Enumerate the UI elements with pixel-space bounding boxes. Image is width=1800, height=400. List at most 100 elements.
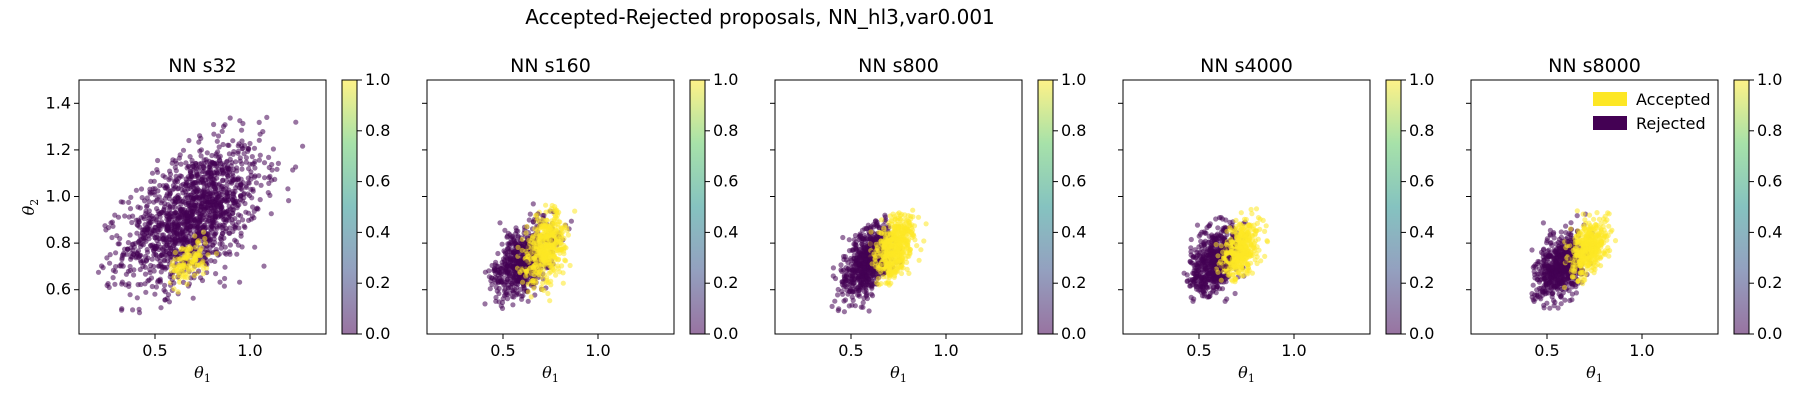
colorbar-tick-label: 0.0 bbox=[713, 324, 738, 343]
point-accepted bbox=[562, 222, 568, 228]
point-rejected bbox=[188, 184, 194, 190]
point-accepted bbox=[1254, 260, 1260, 267]
point-accepted bbox=[1263, 223, 1269, 229]
axes-frame bbox=[78, 79, 327, 335]
point-rejected bbox=[869, 281, 875, 287]
point-accepted bbox=[540, 267, 546, 273]
point-rejected bbox=[167, 251, 173, 257]
x-axis-label: θ1 bbox=[542, 363, 559, 385]
point-accepted bbox=[1224, 228, 1230, 234]
point-rejected bbox=[1191, 279, 1197, 285]
point-rejected bbox=[162, 297, 168, 303]
point-rejected bbox=[103, 227, 109, 233]
point-rejected bbox=[142, 264, 148, 270]
point-rejected bbox=[239, 187, 245, 193]
colorbar-tick-label: 0.8 bbox=[365, 121, 390, 140]
point-rejected bbox=[843, 257, 850, 263]
point-rejected bbox=[219, 128, 225, 134]
point-accepted bbox=[543, 202, 549, 208]
point-rejected bbox=[525, 298, 531, 304]
point-rejected bbox=[515, 233, 521, 239]
y-tick-label: 0.6 bbox=[46, 280, 71, 299]
point-rejected bbox=[196, 196, 203, 202]
point-accepted bbox=[889, 230, 896, 236]
point-rejected bbox=[1209, 280, 1215, 286]
point-accepted bbox=[1218, 243, 1224, 249]
point-accepted bbox=[533, 253, 539, 259]
point-rejected bbox=[135, 282, 141, 288]
point-rejected bbox=[122, 213, 128, 219]
point-accepted bbox=[572, 208, 578, 214]
point-rejected bbox=[855, 261, 862, 267]
point-rejected bbox=[859, 241, 865, 247]
point-rejected bbox=[208, 258, 214, 264]
point-rejected bbox=[243, 155, 249, 161]
point-accepted bbox=[1253, 206, 1260, 212]
point-rejected bbox=[232, 216, 238, 222]
points-group bbox=[829, 207, 929, 315]
point-rejected bbox=[1187, 258, 1193, 264]
point-rejected bbox=[157, 182, 163, 189]
point-rejected bbox=[242, 200, 248, 207]
point-accepted bbox=[900, 255, 906, 261]
point-rejected bbox=[137, 224, 143, 230]
point-rejected bbox=[206, 158, 212, 164]
point-rejected bbox=[201, 157, 207, 163]
point-rejected bbox=[227, 242, 233, 248]
colorbar-tick-label: 0.2 bbox=[713, 273, 738, 292]
point-accepted bbox=[914, 243, 920, 249]
point-accepted bbox=[1248, 251, 1254, 258]
point-rejected bbox=[849, 288, 855, 294]
point-accepted bbox=[886, 246, 892, 252]
point-rejected bbox=[169, 160, 175, 166]
point-rejected bbox=[541, 212, 547, 219]
point-rejected bbox=[233, 239, 239, 245]
point-accepted bbox=[545, 290, 551, 297]
point-rejected bbox=[876, 225, 882, 231]
point-rejected bbox=[501, 259, 507, 265]
point-rejected bbox=[189, 157, 195, 164]
point-accepted bbox=[904, 266, 910, 272]
point-accepted bbox=[893, 224, 899, 230]
point-rejected bbox=[247, 140, 253, 147]
point-accepted bbox=[900, 246, 906, 252]
point-accepted bbox=[519, 236, 525, 242]
colorbar-tick-label: 0.2 bbox=[1061, 273, 1086, 292]
point-rejected bbox=[506, 246, 512, 252]
point-accepted bbox=[1237, 232, 1243, 238]
point-accepted bbox=[900, 228, 906, 234]
point-rejected bbox=[218, 237, 225, 243]
point-accepted bbox=[1251, 222, 1257, 228]
colorbar-tick-label: 0.4 bbox=[1061, 222, 1086, 241]
point-rejected bbox=[162, 289, 168, 295]
point-rejected bbox=[182, 195, 189, 201]
point-rejected bbox=[157, 279, 164, 285]
point-rejected bbox=[164, 193, 170, 199]
point-accepted bbox=[553, 272, 559, 278]
point-rejected bbox=[1207, 263, 1213, 270]
point-rejected bbox=[178, 183, 184, 189]
point-accepted bbox=[175, 270, 181, 276]
point-accepted bbox=[1227, 270, 1233, 277]
point-rejected bbox=[839, 288, 845, 294]
points-group bbox=[482, 201, 578, 311]
point-rejected bbox=[835, 292, 841, 298]
point-rejected bbox=[99, 263, 105, 269]
point-rejected bbox=[862, 246, 868, 252]
point-rejected bbox=[144, 246, 150, 253]
point-rejected bbox=[207, 163, 213, 170]
point-accepted bbox=[885, 235, 891, 241]
point-accepted bbox=[562, 257, 568, 263]
point-accepted bbox=[557, 219, 563, 225]
point-rejected bbox=[1192, 247, 1198, 253]
point-rejected bbox=[114, 233, 120, 239]
point-accepted bbox=[891, 274, 897, 280]
point-accepted bbox=[912, 237, 918, 243]
point-rejected bbox=[149, 215, 155, 222]
point-rejected bbox=[496, 275, 502, 281]
y-tick-label: 0.8 bbox=[46, 233, 71, 252]
point-rejected bbox=[846, 237, 852, 243]
point-accepted bbox=[198, 261, 204, 267]
point-accepted bbox=[923, 221, 929, 227]
